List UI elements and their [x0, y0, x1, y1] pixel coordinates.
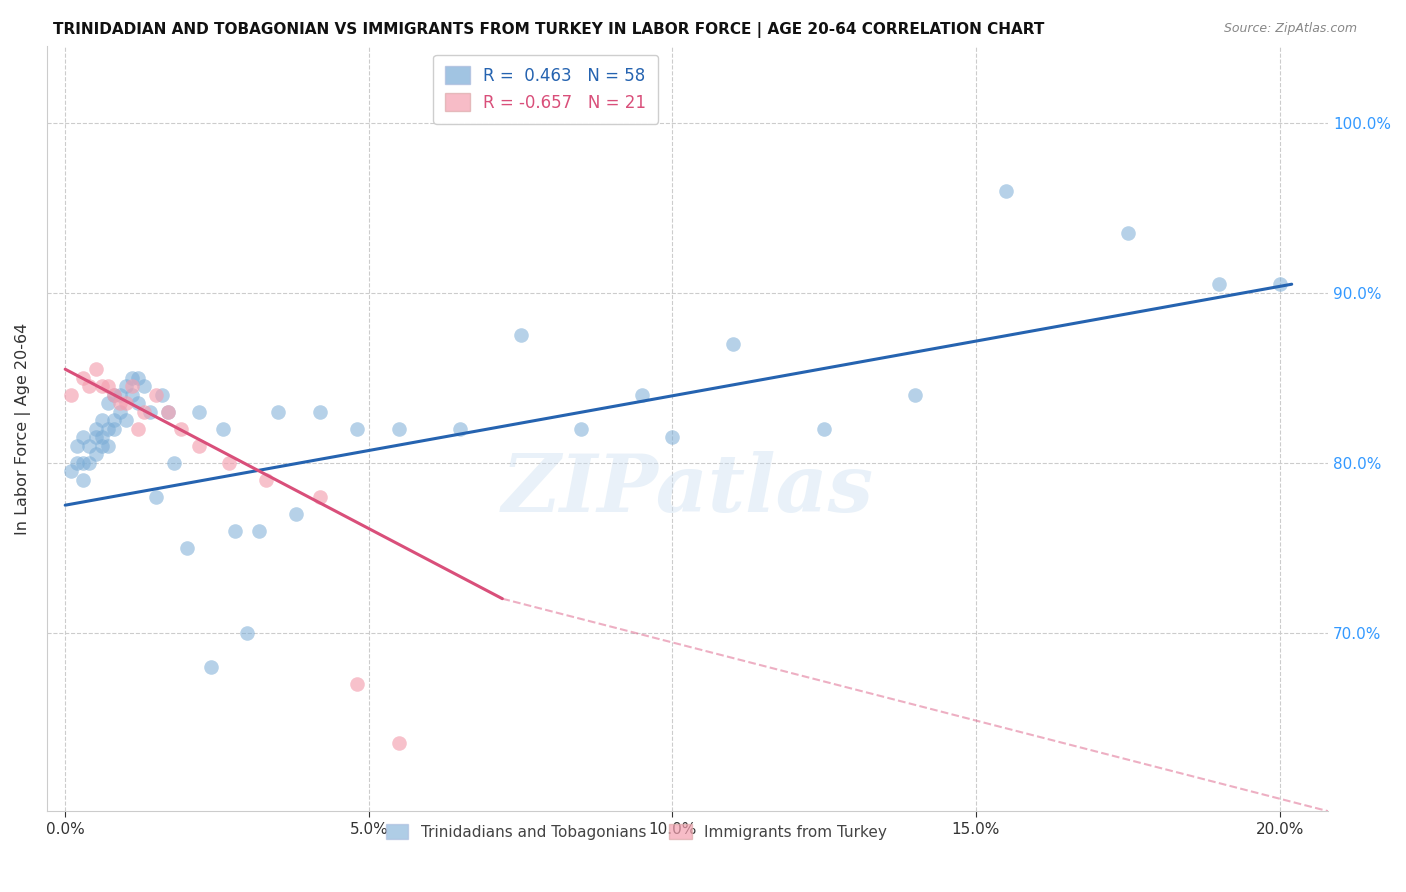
Point	[84, 362, 107, 376]
Point	[84, 430, 107, 444]
Point	[66, 456, 89, 470]
Point	[721, 336, 744, 351]
Point	[346, 422, 368, 436]
Point	[904, 387, 927, 401]
Point	[121, 370, 143, 384]
Point	[115, 396, 138, 410]
Point	[631, 387, 654, 401]
Point	[157, 405, 180, 419]
Point	[121, 387, 143, 401]
Point	[254, 473, 277, 487]
Point	[79, 379, 101, 393]
Point	[72, 456, 94, 470]
Point	[813, 422, 835, 436]
Point	[90, 379, 112, 393]
Point	[134, 405, 156, 419]
Point	[97, 379, 120, 393]
Text: ZIPatlas: ZIPatlas	[502, 451, 873, 529]
Point	[145, 490, 167, 504]
Point	[163, 456, 186, 470]
Point	[72, 370, 94, 384]
Point	[103, 387, 125, 401]
Point	[187, 439, 209, 453]
Point	[1208, 277, 1230, 292]
Point	[60, 387, 83, 401]
Point	[108, 405, 131, 419]
Point	[66, 439, 89, 453]
Point	[84, 447, 107, 461]
Point	[309, 490, 332, 504]
Point	[103, 413, 125, 427]
Point	[60, 464, 83, 478]
Point	[115, 413, 138, 427]
Point	[79, 439, 101, 453]
Point	[224, 524, 246, 538]
Point	[108, 396, 131, 410]
Point	[284, 507, 307, 521]
Point	[157, 405, 180, 419]
Point	[127, 396, 149, 410]
Point	[388, 422, 411, 436]
Point	[249, 524, 271, 538]
Point	[1116, 226, 1139, 240]
Point	[267, 405, 290, 419]
Point	[661, 430, 683, 444]
Point	[1268, 277, 1291, 292]
Point	[346, 676, 368, 690]
Point	[569, 422, 592, 436]
Point	[145, 387, 167, 401]
Text: TRINIDADIAN AND TOBAGONIAN VS IMMIGRANTS FROM TURKEY IN LABOR FORCE | AGE 20-64 : TRINIDADIAN AND TOBAGONIAN VS IMMIGRANTS…	[53, 22, 1045, 38]
Point	[72, 473, 94, 487]
Point	[103, 422, 125, 436]
Point	[236, 625, 259, 640]
Point	[90, 430, 112, 444]
Point	[108, 387, 131, 401]
Point	[449, 422, 471, 436]
Point	[97, 439, 120, 453]
Point	[169, 422, 191, 436]
Point	[127, 370, 149, 384]
Point	[212, 422, 235, 436]
Point	[90, 439, 112, 453]
Point	[115, 379, 138, 393]
Point	[134, 379, 156, 393]
Text: Source: ZipAtlas.com: Source: ZipAtlas.com	[1223, 22, 1357, 36]
Point	[84, 422, 107, 436]
Point	[995, 184, 1018, 198]
Point	[176, 541, 198, 555]
Point	[103, 387, 125, 401]
Point	[218, 456, 240, 470]
Point	[90, 413, 112, 427]
Y-axis label: In Labor Force | Age 20-64: In Labor Force | Age 20-64	[15, 323, 31, 535]
Legend: Trinidadians and Tobagonians, Immigrants from Turkey: Trinidadians and Tobagonians, Immigrants…	[380, 817, 893, 846]
Point	[139, 405, 162, 419]
Point	[150, 387, 173, 401]
Point	[79, 456, 101, 470]
Point	[200, 659, 222, 673]
Point	[97, 396, 120, 410]
Point	[97, 422, 120, 436]
Point	[127, 422, 149, 436]
Point	[509, 328, 531, 343]
Point	[121, 379, 143, 393]
Point	[187, 405, 209, 419]
Point	[309, 405, 332, 419]
Point	[388, 736, 411, 750]
Point	[72, 430, 94, 444]
